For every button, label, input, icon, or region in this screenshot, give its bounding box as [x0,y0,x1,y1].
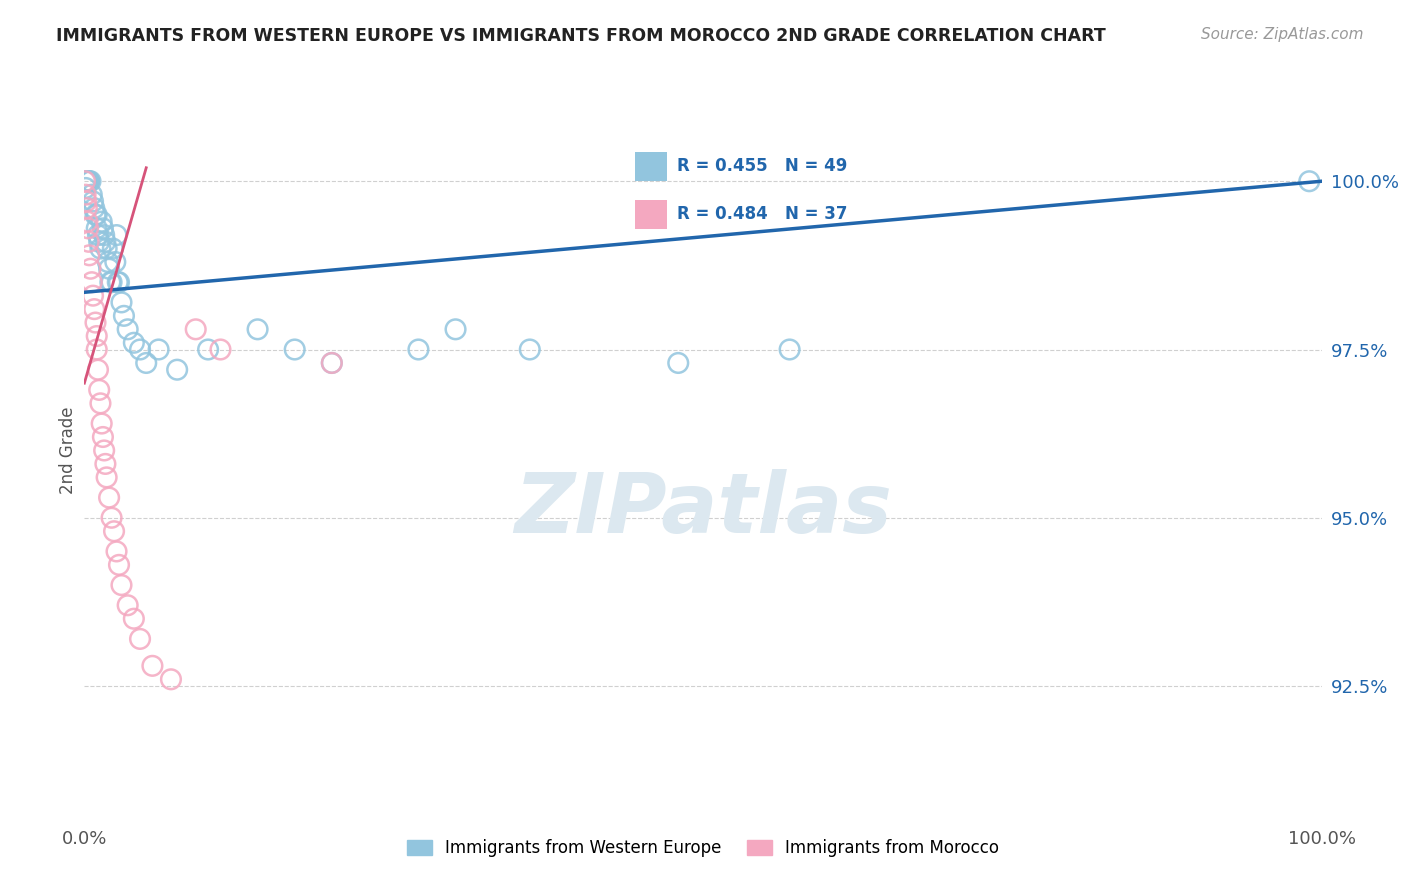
Point [98,261,121,276]
Point [76,174,98,188]
Point [105,544,128,558]
Point [80,275,103,289]
Point [107,275,129,289]
Point [86,329,108,343]
Point [666,356,689,370]
Point [79,248,101,262]
Point [100,510,122,524]
Point [110,295,132,310]
Point [76,201,98,215]
Point [86,343,108,357]
Point [79,261,101,276]
Point [246,322,269,336]
Point [519,343,541,357]
Point [444,322,467,336]
Point [75,194,97,209]
Point [108,558,131,572]
Point [82,194,104,209]
Point [87,228,110,243]
Point [122,612,145,626]
Point [97,255,120,269]
Point [75,187,97,202]
Text: IMMIGRANTS FROM WESTERN EUROPE VS IMMIGRANTS FROM MOROCCO 2ND GRADE CORRELATION : IMMIGRANTS FROM WESTERN EUROPE VS IMMIGR… [56,27,1107,45]
Point [1298,174,1320,188]
Point [82,288,104,302]
Point [110,578,132,592]
Text: ZIPatlas: ZIPatlas [515,469,891,550]
Point [135,356,157,370]
Point [89,383,111,397]
Point [209,343,232,357]
Y-axis label: 2nd Grade: 2nd Grade [59,407,77,494]
Point [77,174,100,188]
Point [148,343,170,357]
Point [77,221,100,235]
Point [84,316,107,330]
Point [73,174,96,188]
Point [166,362,188,376]
Point [76,174,98,188]
Point [779,343,801,357]
Point [129,343,152,357]
Point [321,356,343,370]
Point [87,362,110,376]
Point [96,242,118,256]
Point [89,396,111,410]
Point [77,174,100,188]
Point [408,343,430,357]
Point [83,302,105,317]
Point [90,417,112,431]
Point [89,235,111,249]
Point [141,658,163,673]
Point [83,201,105,215]
Point [184,322,207,336]
Point [117,599,139,613]
Legend: Immigrants from Western Europe, Immigrants from Morocco: Immigrants from Western Europe, Immigran… [401,833,1005,864]
Point [94,235,117,249]
Point [129,632,152,646]
Text: Source: ZipAtlas.com: Source: ZipAtlas.com [1201,27,1364,42]
Point [197,343,219,357]
Point [76,214,98,228]
Point [91,221,114,235]
Point [160,673,183,687]
Point [94,457,117,471]
Point [77,235,100,249]
Point [108,275,131,289]
Point [75,174,97,188]
Point [91,430,114,444]
Point [103,524,125,539]
Point [79,174,101,188]
Point [96,470,118,484]
Point [105,228,128,243]
Point [98,491,121,505]
Point [90,214,112,228]
Point [321,356,343,370]
Point [101,242,124,256]
Point [98,275,121,289]
Point [79,174,101,188]
Point [86,221,108,235]
Point [75,181,97,195]
Point [117,322,139,336]
Point [104,255,127,269]
Point [84,208,107,222]
Point [100,275,122,289]
Point [80,187,103,202]
Point [122,335,145,350]
Point [93,228,115,243]
Point [93,443,115,458]
Point [89,242,111,256]
Point [284,343,307,357]
Point [86,208,108,222]
Point [112,309,135,323]
